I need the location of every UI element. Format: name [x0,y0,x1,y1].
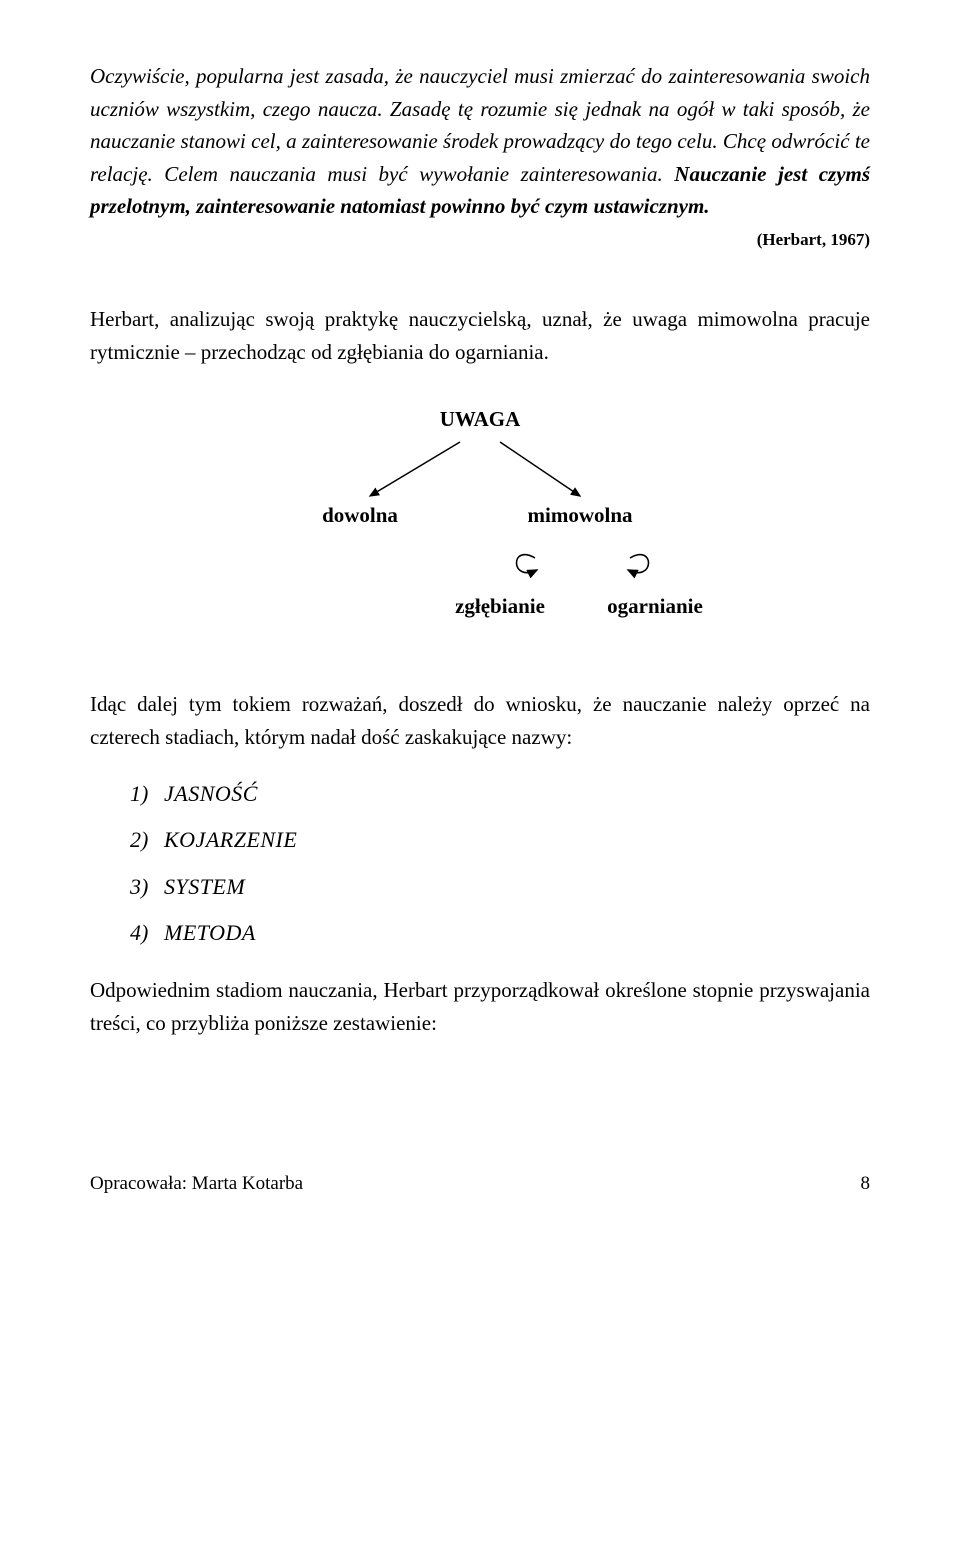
page-footer: Opracowała: Marta Kotarba 8 [90,1169,870,1198]
loop-arrow-right [628,555,649,573]
stages-list: 1) JASNOŚĆ 2) KOJARZENIE 3) SYSTEM 4) ME… [130,771,870,956]
arrow-left [370,442,460,496]
footer-page-number: 8 [861,1169,871,1198]
stage-name: KOJARZENIE [164,817,297,863]
diagram-left-label: dowolna [322,503,398,527]
quote-citation: (Herbart, 1967) [90,227,870,253]
diagram-sub-right: ogarnianie [607,594,703,618]
body-paragraph-2: Idąc dalej tym tokiem rozważań, doszedł … [90,688,870,753]
stage-item: 4) METODA [130,910,870,956]
quote-paragraph: Oczywiście, popularna jest zasada, że na… [90,60,870,223]
stage-item: 2) KOJARZENIE [130,817,870,863]
diagram-svg: UWAGA dowolna mimowolna zgłębianie ogarn… [230,398,730,658]
stage-item: 1) JASNOŚĆ [130,771,870,817]
stage-number: 1) [130,771,164,817]
arrow-right [500,442,580,496]
diagram-right-label: mimowolna [528,503,634,527]
stage-name: JASNOŚĆ [164,771,258,817]
stage-number: 3) [130,864,164,910]
stage-name: METODA [164,910,256,956]
stage-number: 2) [130,817,164,863]
diagram-title: UWAGA [440,407,521,431]
footer-author: Opracowała: Marta Kotarba [90,1169,303,1198]
loop-arrow-left [516,555,537,573]
attention-diagram: UWAGA dowolna mimowolna zgłębianie ogarn… [230,398,730,658]
stage-name: SYSTEM [164,864,245,910]
stage-item: 3) SYSTEM [130,864,870,910]
diagram-sub-left: zgłębianie [455,594,545,618]
body-paragraph-1: Herbart, analizując swoją praktykę naucz… [90,303,870,368]
body-paragraph-3: Odpowiednim stadiom nauczania, Herbart p… [90,974,870,1039]
stage-number: 4) [130,910,164,956]
